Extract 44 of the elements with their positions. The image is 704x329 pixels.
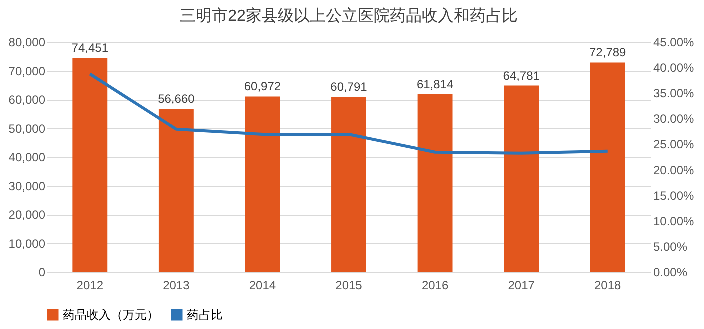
data-label: 60,791 <box>330 80 368 94</box>
data-label: 56,660 <box>158 92 196 106</box>
bar <box>418 94 453 272</box>
bar <box>158 109 194 272</box>
bar <box>72 58 108 272</box>
bar <box>245 96 280 272</box>
y2-tick-label: 10.00% <box>654 214 695 228</box>
data-label: 64,781 <box>503 68 540 83</box>
y2-tick-label: 20.00% <box>654 163 695 178</box>
y-tick-label: 10,000 <box>8 236 46 251</box>
x-tick-label: 2013 <box>163 278 190 292</box>
y2-tick-label: 25.00% <box>654 138 695 152</box>
y2-tick-label: 40.00% <box>654 61 695 76</box>
data-label: 60,972 <box>244 80 282 94</box>
line-series <box>88 72 610 155</box>
y2-tick-label: 45.00% <box>654 36 695 50</box>
y-tick-label: 0 <box>38 266 46 280</box>
y-tick-label: 80,000 <box>8 36 46 50</box>
x-tick-label: 2016 <box>422 278 449 292</box>
bar <box>504 86 540 272</box>
data-label: 61,814 <box>416 77 454 92</box>
y2-tick-label: 5.00% <box>654 240 688 254</box>
y-tick-label: 50,000 <box>8 122 46 136</box>
legend-label: 药占比 <box>187 308 223 322</box>
y2-tick-label: 15.00% <box>654 188 695 203</box>
x-tick-label: 2012 <box>76 278 104 292</box>
x-tick-label: 2014 <box>249 278 276 292</box>
y-tick-label: 70,000 <box>8 64 46 78</box>
x-tick-label: 2017 <box>508 278 536 292</box>
data-label: 74,451 <box>72 40 109 55</box>
bar <box>590 62 626 272</box>
legend-label: 药品收入（万元） <box>63 308 159 322</box>
chart-title: 三明市22家县级以上公立医院药品收入和药占比 <box>180 7 518 25</box>
y-tick-label: 20,000 <box>8 208 46 222</box>
y2-tick-label: 0.00% <box>654 266 688 280</box>
x-tick-label: 2018 <box>594 278 622 292</box>
y2-tick-label: 30.00% <box>654 112 695 126</box>
y-tick-label: 40,000 <box>8 150 46 164</box>
bar <box>332 97 366 272</box>
y-tick-label: 60,000 <box>8 93 46 107</box>
data-label: 72,789 <box>590 46 627 60</box>
x-tick-label: 2015 <box>336 278 363 292</box>
y2-tick-label: 35.00% <box>654 86 695 101</box>
y-tick-label: 30,000 <box>8 179 46 194</box>
